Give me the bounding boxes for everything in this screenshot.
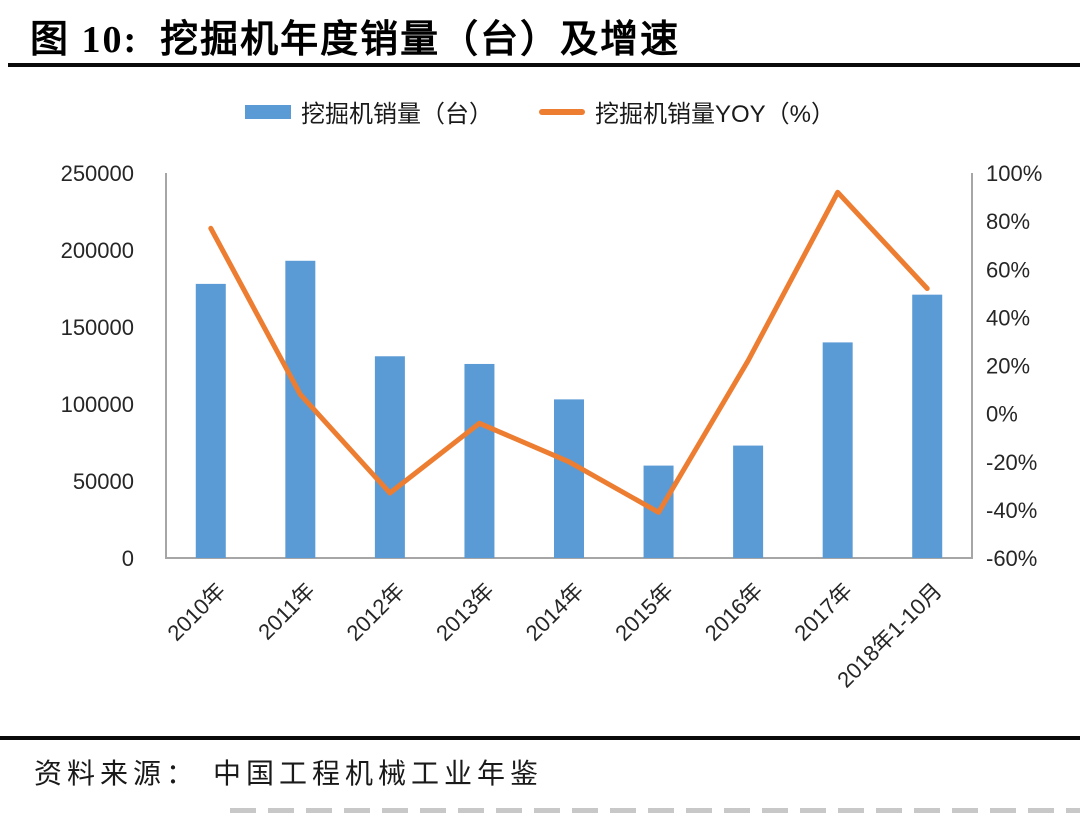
bar-series-swatch-icon xyxy=(244,104,291,119)
right-axis-tick-label: 40% xyxy=(986,305,1030,330)
sales-bar xyxy=(195,283,226,558)
x-axis-label: 2012年 xyxy=(342,578,410,646)
source-text: 中国工程机械工业年鉴 xyxy=(213,759,544,790)
legend-item-sales: 挖掘机销量（台） xyxy=(244,94,493,129)
right-axis-tick-label: -40% xyxy=(986,498,1037,523)
sales-bar xyxy=(733,445,764,558)
legend-label-sales: 挖掘机销量（台） xyxy=(300,101,493,128)
sales-bar xyxy=(554,399,584,558)
source-label: 资料来源： xyxy=(34,759,200,790)
sales-bar xyxy=(285,260,316,558)
chart-legend: 挖掘机销量（台） 挖掘机销量YOY（%） xyxy=(0,94,1080,129)
source-line: 资料来源： 中国工程机械工业年鉴 xyxy=(34,752,543,792)
x-axis-label: 2010年 xyxy=(162,578,230,646)
yoy-line xyxy=(208,189,930,515)
sales-bar xyxy=(822,342,853,558)
sales-bar xyxy=(464,363,495,558)
x-axis-label: 2013年 xyxy=(431,578,499,646)
x-axis-label: 2014年 xyxy=(521,578,589,646)
left-axis-tick-label: 100000 xyxy=(61,392,134,417)
left-axis-tick-label: 50000 xyxy=(73,469,134,494)
figure-title-text: 挖掘机年度销量（台）及增速 xyxy=(160,19,681,61)
right-axis-tick-label: 0% xyxy=(986,402,1018,427)
x-axis-label: 2016年 xyxy=(700,578,768,646)
right-axis-tick-label: 60% xyxy=(986,257,1030,282)
figure-bottom-divider xyxy=(0,736,1080,740)
figure-number: 图 10: xyxy=(30,19,139,61)
x-axis-label: 2015年 xyxy=(610,578,678,646)
title-divider xyxy=(8,63,1080,67)
left-axis-tick-label: 250000 xyxy=(61,161,134,186)
right-axis-tick-label: -20% xyxy=(986,450,1037,475)
left-axis-tick-label: 150000 xyxy=(61,315,134,340)
right-axis-tick-label: 80% xyxy=(986,209,1030,234)
x-axis-label: 2017年 xyxy=(789,578,857,646)
x-axis-label: 2011年 xyxy=(253,578,320,645)
left-axis-tick-label: 200000 xyxy=(61,238,134,263)
left-axis-tick-label: 0 xyxy=(122,546,134,571)
right-axis-tick-label: -60% xyxy=(986,546,1037,571)
right-axis-tick-label: 20% xyxy=(986,354,1030,379)
legend-label-yoy: 挖掘机销量YOY（%） xyxy=(594,101,836,128)
legend-item-yoy: 挖掘机销量YOY（%） xyxy=(538,94,836,129)
figure-title: 图 10: 挖掘机年度销量（台）及增速 xyxy=(30,8,680,63)
cutoff-next-element-artifact xyxy=(230,808,1080,813)
sales-bar xyxy=(374,356,405,558)
line-series-swatch-icon xyxy=(538,108,585,115)
right-axis-tick-label: 100% xyxy=(986,161,1042,186)
sales-bar xyxy=(912,294,943,558)
